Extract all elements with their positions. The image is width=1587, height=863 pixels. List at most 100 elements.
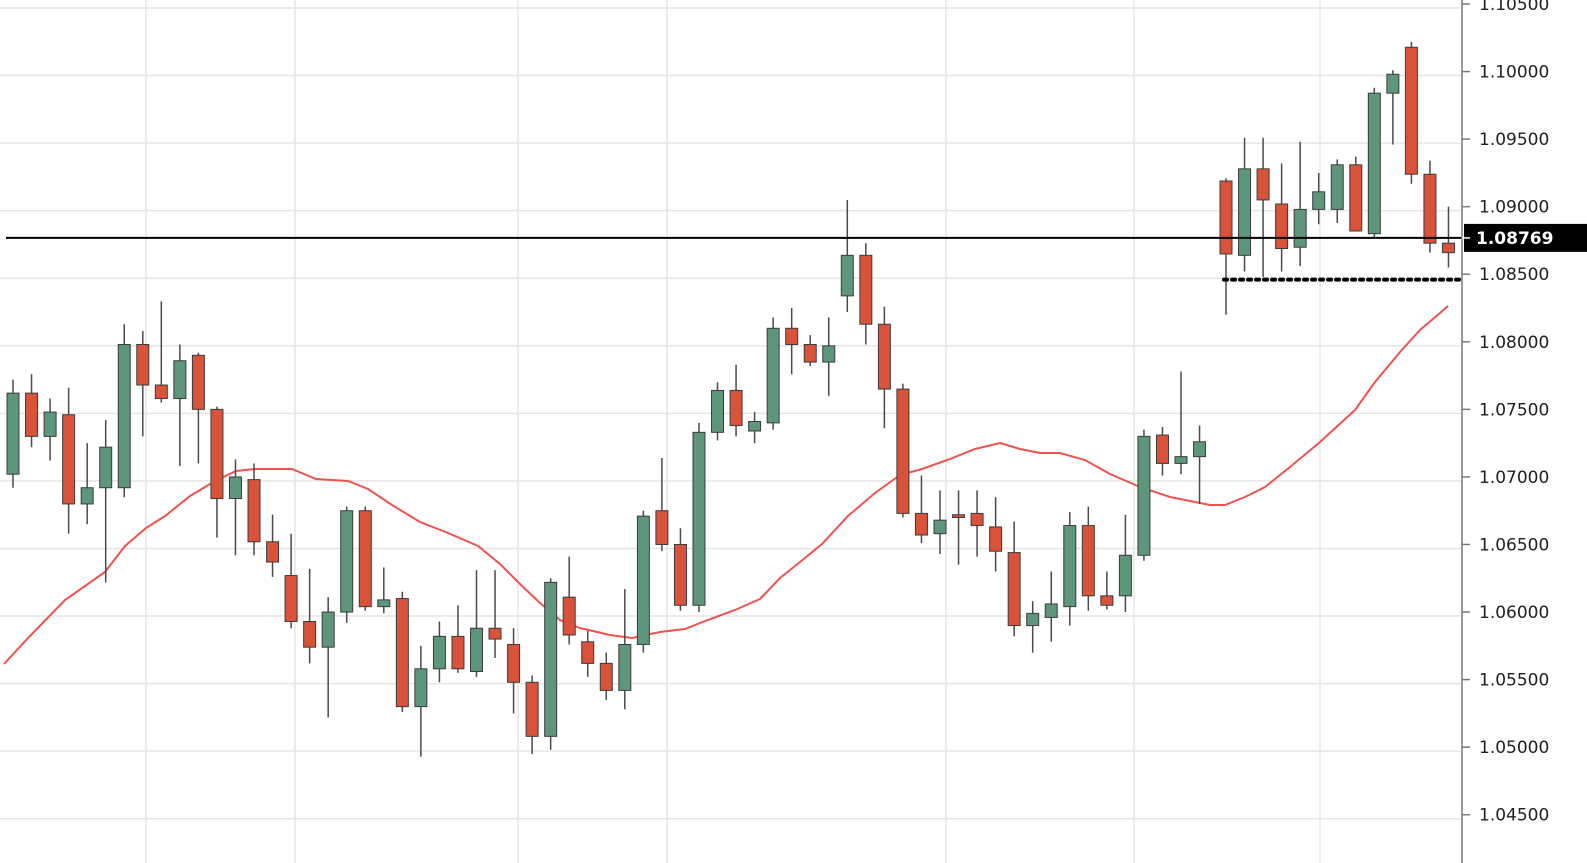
candle-body (1026, 612, 1040, 627)
candle-body (711, 389, 725, 433)
candle-up (1063, 512, 1077, 626)
candle-body (377, 599, 391, 608)
candle-down (266, 514, 280, 577)
candle-body (544, 581, 558, 737)
candle-down (1349, 156, 1363, 232)
candle-body (525, 681, 539, 737)
candle-body (1404, 46, 1418, 175)
candle-body (154, 384, 168, 400)
candle-down (247, 463, 261, 556)
candle-body (80, 487, 94, 505)
candle-up (1026, 601, 1040, 653)
candle-down (655, 458, 669, 552)
candle-body (6, 392, 20, 475)
candle-down (581, 630, 595, 677)
candle-body (303, 620, 317, 648)
candle-body (1174, 456, 1188, 464)
candle-body (970, 512, 984, 527)
candle-body (266, 541, 280, 563)
candle-up (470, 570, 483, 677)
candle-body (1219, 180, 1233, 255)
candle-up (6, 379, 20, 488)
candle-body (1349, 164, 1363, 232)
candle-body (766, 327, 780, 424)
candle-body (952, 514, 966, 518)
candle-up (636, 510, 650, 653)
candle-body (1100, 595, 1114, 606)
candle-down (914, 475, 928, 544)
candle-body (673, 543, 687, 606)
candle-up (618, 589, 632, 710)
candle-down (136, 330, 150, 437)
candle-body (321, 611, 335, 648)
tick-label: 1.08500 (1479, 265, 1549, 285)
candle-body (914, 512, 928, 536)
candle-body (191, 354, 205, 410)
tick-label: 1.05000 (1479, 738, 1549, 758)
candle-down (562, 556, 576, 645)
candle-down (25, 374, 39, 448)
candle-body (340, 510, 354, 613)
candle-up (1312, 172, 1326, 225)
candle-down (729, 364, 743, 437)
candle-up (80, 443, 94, 525)
price-axis: 1.04500 1.05000 1.05500 1.06000 1.06500 1.070… (1461, 0, 1587, 863)
candle-down (970, 490, 984, 557)
candle-down (154, 301, 168, 403)
candle-down (358, 506, 372, 611)
candle-body (1312, 191, 1326, 210)
candle-up (1293, 141, 1307, 267)
candle-down (1404, 41, 1418, 184)
candle-up (1330, 159, 1344, 223)
candle-up (1238, 137, 1252, 272)
overlays (6, 236, 1464, 282)
candle-body (877, 323, 891, 390)
candle-body (284, 575, 298, 622)
candle-body (395, 598, 409, 708)
candle-down (1155, 426, 1169, 476)
candle-down (859, 243, 873, 345)
tick-label: 1.07000 (1479, 468, 1549, 488)
candle-up (117, 324, 131, 498)
candle-up (544, 578, 558, 750)
candle-up (840, 199, 854, 313)
candle-up (1367, 87, 1381, 238)
candle-up (822, 317, 836, 396)
candle-body (470, 627, 483, 672)
candle-body (1367, 92, 1381, 235)
candle-up (1193, 425, 1207, 504)
price-tag (1464, 223, 1587, 252)
candle-body (432, 635, 446, 670)
candle-up (1044, 571, 1058, 642)
candle-body (1293, 208, 1307, 248)
candle-body (896, 388, 910, 514)
candle-down (1219, 178, 1233, 315)
candle-down (1256, 137, 1270, 277)
candle-down (785, 308, 799, 375)
moving-average (3, 305, 1449, 665)
candle-body (859, 254, 873, 325)
tick-label: 1.06000 (1479, 603, 1549, 623)
candle-body (933, 519, 947, 535)
candle-body (488, 627, 502, 640)
candle-body (692, 431, 706, 606)
candle-up (766, 317, 780, 430)
candle-body (803, 344, 817, 363)
candle-body (247, 479, 261, 543)
candle-down (1081, 506, 1095, 611)
candle-down (395, 591, 409, 713)
candle-down (1275, 163, 1289, 272)
candle-body (1193, 441, 1207, 458)
tick-label: 1.06500 (1479, 535, 1549, 555)
candle-body (1423, 173, 1437, 244)
candle-body (43, 411, 57, 437)
candle-up (748, 412, 762, 444)
candle-body (117, 344, 131, 489)
candle-body (1081, 525, 1095, 597)
tick-label: 1.10500 (1479, 0, 1549, 15)
candle-body (414, 668, 428, 708)
candle-down (989, 497, 1003, 572)
candle-up (1386, 70, 1400, 145)
candle-down (451, 605, 465, 673)
